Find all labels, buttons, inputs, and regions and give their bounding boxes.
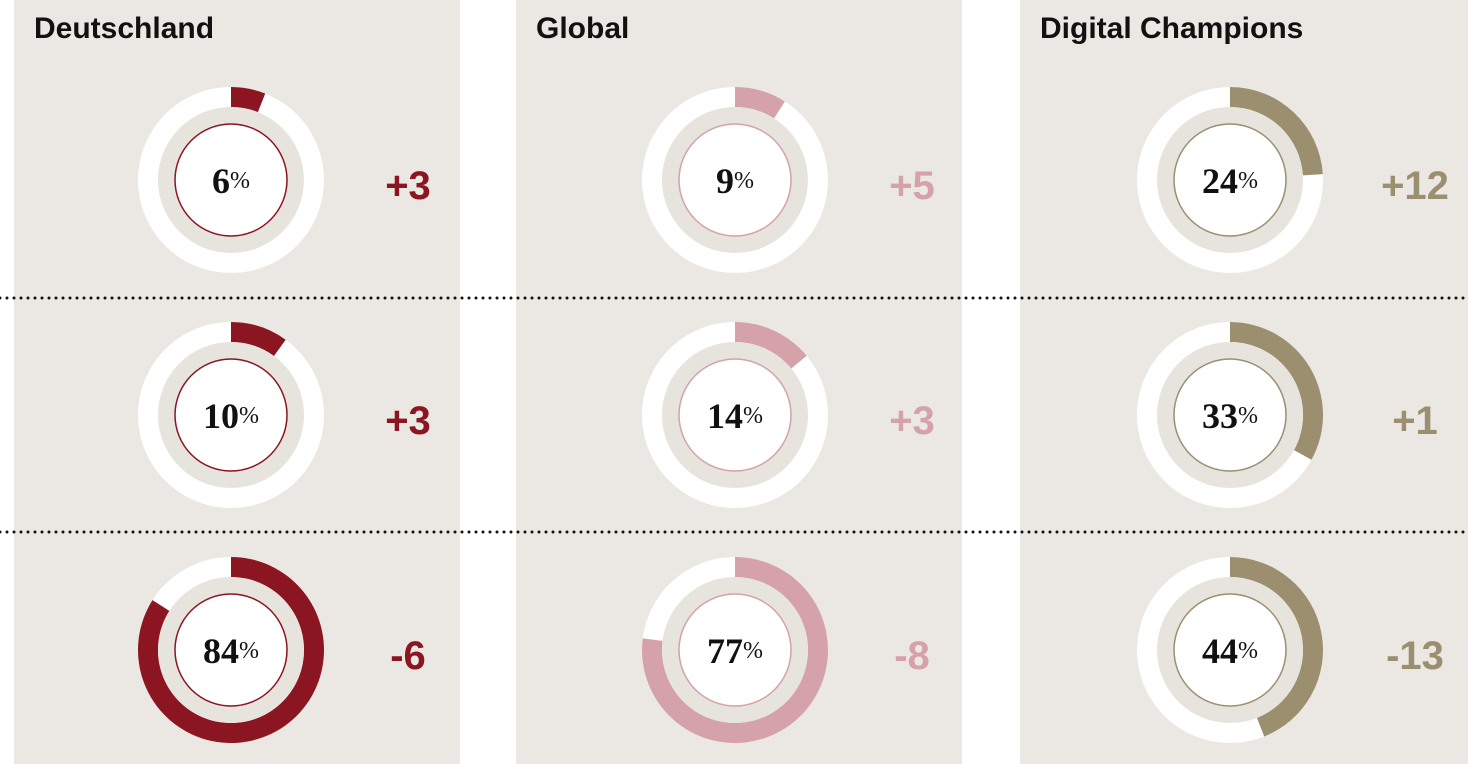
value-unit: %	[1238, 638, 1258, 664]
value-label: 10%	[203, 396, 259, 436]
value-number: 44	[1202, 631, 1238, 671]
donut-center	[174, 123, 288, 237]
donut-center	[1173, 593, 1287, 707]
change-label: -8	[894, 634, 930, 678]
change-label: +3	[889, 399, 935, 443]
value-number: 9	[716, 161, 734, 201]
change-label: -13	[1386, 634, 1444, 678]
value-unit: %	[734, 168, 754, 194]
column-title: Global	[536, 12, 629, 45]
value-label: 6%	[212, 161, 250, 201]
value-number: 6	[212, 161, 230, 201]
donut-center	[678, 593, 792, 707]
value-unit: %	[239, 403, 259, 429]
value-label: 14%	[707, 396, 763, 436]
donut-center	[678, 123, 792, 237]
donut-segment	[231, 322, 286, 356]
value-label: 77%	[707, 631, 763, 671]
value-unit: %	[1238, 403, 1258, 429]
donut-center	[174, 358, 288, 472]
donut-segment	[1230, 557, 1323, 737]
value-unit: %	[239, 638, 259, 664]
value-unit: %	[1238, 168, 1258, 194]
column-title: Deutschland	[34, 12, 214, 45]
donut-segment	[231, 87, 266, 113]
value-label: 84%	[203, 631, 259, 671]
value-number: 14	[707, 396, 743, 436]
donut-center	[1173, 358, 1287, 472]
change-label: +3	[385, 164, 431, 208]
value-number: 24	[1202, 161, 1238, 201]
donut-segment	[735, 87, 785, 119]
change-label: +1	[1392, 399, 1438, 443]
donut-center	[1173, 123, 1287, 237]
value-unit: %	[230, 168, 250, 194]
value-number: 10	[203, 396, 239, 436]
column-title: Digital Champions	[1040, 12, 1303, 45]
donut-center	[678, 358, 792, 472]
value-number: 84	[203, 631, 239, 671]
change-label: +3	[385, 399, 431, 443]
value-unit: %	[743, 403, 763, 429]
value-number: 77	[707, 631, 743, 671]
donut-center	[174, 593, 288, 707]
value-label: 33%	[1202, 396, 1258, 436]
value-label: 9%	[716, 161, 754, 201]
value-label: 24%	[1202, 161, 1258, 201]
value-number: 33	[1202, 396, 1238, 436]
donut-segment	[1230, 86, 1323, 176]
value-unit: %	[743, 638, 763, 664]
change-label: +12	[1381, 164, 1449, 208]
donut-segment	[1230, 322, 1323, 460]
donut-segment	[735, 322, 807, 369]
change-label: +5	[889, 164, 935, 208]
change-label: -6	[390, 634, 426, 678]
value-label: 44%	[1202, 631, 1258, 671]
